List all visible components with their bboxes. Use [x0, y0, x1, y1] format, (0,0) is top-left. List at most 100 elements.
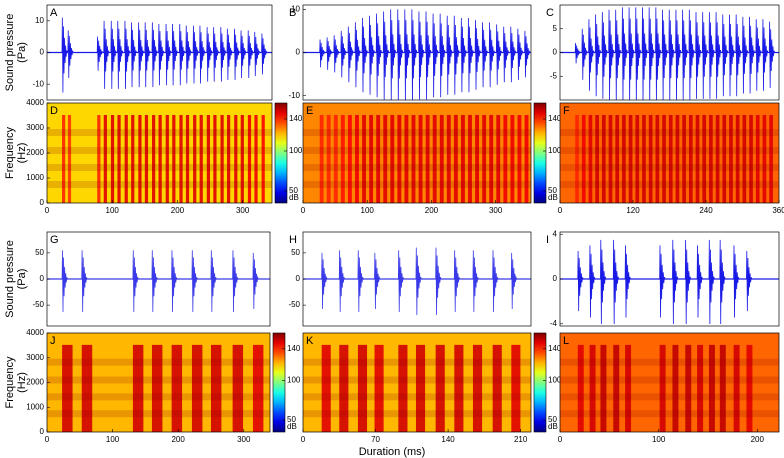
pulse-energy: [117, 115, 121, 203]
panel: -10 0 10B: [288, 4, 532, 101]
pulse: [368, 15, 375, 95]
pulse: [715, 12, 722, 99]
pulse: [460, 17, 467, 93]
pulse: [404, 9, 411, 100]
pulse-energy: [439, 115, 444, 203]
pulse-energy: [339, 344, 349, 432]
pulse-energy: [589, 344, 596, 432]
pulse-energy: [193, 115, 197, 203]
plot-area: [303, 232, 531, 326]
pulse: [688, 9, 695, 100]
pulse: [748, 16, 756, 94]
colorbar-tick-label: 100: [548, 146, 562, 155]
pulse-energy: [171, 344, 183, 432]
panel-letter: J: [50, 335, 56, 347]
band-texture: [560, 181, 779, 188]
colorbar-tick-label: 100: [289, 146, 303, 155]
band-texture: [47, 393, 270, 401]
colorbar-unit: dB: [289, 193, 299, 202]
y-tick-label: 3000: [26, 123, 44, 132]
band-texture: [303, 164, 531, 171]
pulse: [347, 26, 354, 83]
pulse: [641, 7, 648, 100]
pulse: [621, 7, 628, 100]
y-tick-label: -50: [288, 300, 300, 309]
pulse: [418, 11, 425, 100]
band-texture: [560, 147, 779, 154]
pulse: [624, 245, 631, 318]
pulse-energy: [475, 115, 480, 203]
colorbar-tick-label: 140: [548, 344, 562, 353]
pulse-energy: [672, 344, 679, 432]
x-tick-label: 0: [558, 206, 563, 215]
pulse-energy: [715, 115, 720, 203]
pulse: [612, 239, 620, 325]
pulse-energy: [575, 115, 579, 203]
pulse: [61, 17, 68, 93]
colorbar-tick-label: 140: [548, 114, 562, 123]
pulse-energy: [432, 115, 437, 203]
pulse-energy: [321, 344, 331, 432]
pulse: [357, 250, 364, 313]
pulse-energy: [600, 344, 607, 432]
panel: -4 0 4I: [546, 229, 780, 328]
band-texture: [47, 147, 272, 154]
pulse-energy: [453, 115, 458, 203]
plot-area: [560, 232, 779, 326]
pulse-energy: [131, 115, 135, 203]
x-tick-label: 300: [489, 206, 503, 215]
pulse-energy: [769, 115, 773, 203]
y-axis-label: Frequency: [4, 356, 16, 408]
y-tick-label: 5: [553, 24, 558, 33]
y-axis-label: Frequency: [4, 127, 16, 179]
panel: -50 0 50 H: [288, 231, 532, 327]
y-tick-label: 0: [40, 48, 45, 57]
y-tick-label: 4000: [26, 328, 44, 337]
pulse: [589, 245, 596, 318]
y-tick-label: -50: [32, 300, 44, 309]
x-tick-label: 100: [361, 206, 375, 215]
pulse: [614, 9, 622, 100]
pulse: [321, 252, 328, 310]
y-axis-label: (Hz): [16, 143, 28, 164]
colorbar-tick-label: 140: [287, 344, 301, 353]
pulse: [722, 14, 729, 97]
y-tick-label: -4: [550, 319, 558, 328]
axes-frame: [302, 102, 532, 204]
pulse-energy: [97, 115, 101, 203]
band-texture: [303, 147, 531, 154]
pulse: [220, 27, 227, 82]
plot-area: [303, 333, 531, 432]
pulse-energy: [333, 115, 338, 203]
y-tick-label: -10: [32, 79, 44, 88]
pulse-energy: [517, 115, 522, 203]
pulse-energy: [220, 115, 224, 203]
pulse: [453, 15, 460, 95]
pulse: [375, 13, 383, 98]
pulse: [333, 35, 340, 73]
pulse-energy: [708, 344, 715, 432]
pulse-energy: [742, 115, 747, 203]
pulse-energy: [749, 115, 753, 203]
panel-letter: D: [50, 105, 58, 117]
pulse-energy: [635, 115, 640, 203]
band-texture: [303, 410, 531, 418]
pulse: [728, 14, 735, 97]
y-tick-label: 0: [296, 274, 301, 283]
y-tick-label: 1000: [26, 402, 44, 411]
y-axis-label: (Pa): [16, 269, 28, 290]
colorbar-unit: dB: [548, 422, 558, 431]
y-tick-label: 3000: [26, 353, 44, 362]
pulse: [354, 22, 361, 88]
band-texture: [303, 181, 531, 188]
pulse-energy: [67, 115, 72, 203]
pulse-energy: [468, 115, 472, 203]
panel: 0 100 200 300 50 100 140 dB 0 1000 2000 3000 4000 J Fr…: [4, 328, 301, 444]
panel: -10 0 10 A Sound pressure (Pa): [4, 4, 273, 101]
pulse-energy: [172, 115, 176, 203]
colorbar: [272, 332, 286, 433]
pulse-energy: [326, 115, 331, 203]
y-tick-label: 2000: [26, 148, 44, 157]
pulse: [755, 19, 762, 91]
pulse-energy: [340, 115, 345, 203]
